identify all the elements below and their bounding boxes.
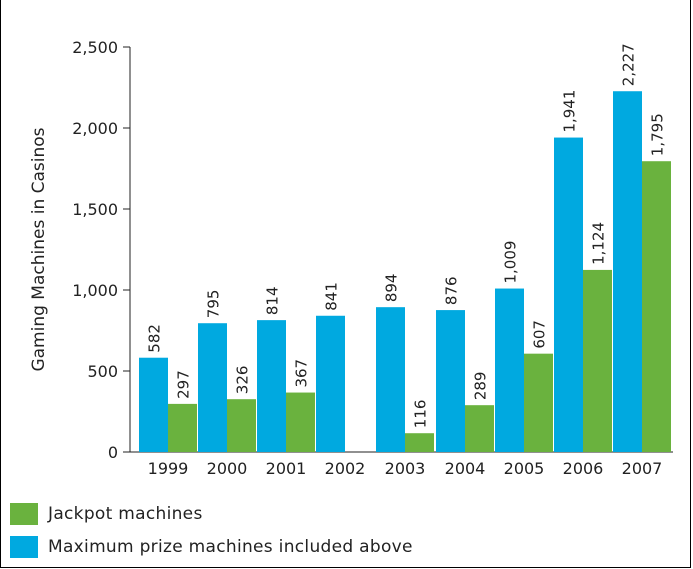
data-label-jackpot: 607: [531, 320, 549, 349]
bar-maximum-prize: [257, 320, 286, 452]
x-tick-label: 2005: [504, 459, 545, 478]
y-tick-label: 0: [108, 443, 118, 462]
bar-maximum-prize: [198, 323, 227, 452]
bar-maximum-prize: [436, 310, 465, 452]
data-label-jackpot: 289: [472, 372, 490, 401]
legend-swatch-maximum-prize: [10, 536, 38, 558]
bar-maximum-prize: [139, 357, 168, 452]
data-label-maximum-prize: 876: [443, 276, 461, 305]
bar-jackpot: [405, 433, 434, 452]
x-tick-label: 2002: [325, 459, 366, 478]
data-label-maximum-prize: 894: [383, 274, 401, 303]
bar-maximum-prize: [376, 307, 405, 452]
data-label-maximum-prize: 1,941: [561, 90, 579, 133]
data-label-maximum-prize: 582: [146, 324, 164, 353]
x-tick-label: 2001: [266, 459, 307, 478]
x-tick-label: 2007: [622, 459, 663, 478]
bar-maximum-prize: [613, 91, 642, 452]
y-tick-label: 2,000: [72, 119, 118, 138]
x-tick-label: 2006: [563, 459, 604, 478]
data-label-jackpot: 326: [234, 366, 252, 395]
data-label-maximum-prize: 795: [205, 290, 223, 319]
chart-labels: 582 795 814 841 894 876 1,009 1,941 2,227 297 326 3…: [146, 43, 667, 428]
data-label-maximum-prize: 841: [323, 282, 341, 311]
data-label-jackpot: 1,795: [649, 113, 667, 156]
y-tick-label: 2,500: [72, 38, 118, 57]
data-label-jackpot: 116: [412, 400, 430, 429]
legend-swatch-jackpot: [10, 503, 38, 525]
legend-label-maximum-prize: Maximum prize machines included above: [48, 537, 413, 557]
y-tick-label: 1,000: [72, 281, 118, 300]
bar-chart: 0 500 1,000 1,500 2,000 2,500 Gaming Machines …: [29, 38, 673, 478]
data-label-jackpot: 297: [175, 370, 193, 399]
x-tick-label: 2000: [207, 459, 248, 478]
x-tick-label: 1999: [148, 459, 189, 478]
legend-item-maximum-prize: Maximum prize machines included above: [10, 536, 413, 558]
bar-jackpot: [583, 269, 612, 452]
data-label-jackpot: 1,124: [590, 222, 608, 265]
y-tick-label: 1,500: [72, 200, 118, 219]
data-label-maximum-prize: 814: [264, 286, 282, 315]
x-tick-label: 2004: [445, 459, 486, 478]
bar-jackpot: [168, 403, 197, 452]
data-label-maximum-prize: 2,227: [620, 43, 638, 86]
y-axis-label: Gaming Machines in Casinos: [29, 127, 49, 371]
bar-maximum-prize: [554, 137, 583, 453]
bar-jackpot: [465, 405, 494, 452]
y-tick-label: 500: [87, 362, 118, 381]
bar-jackpot: [227, 399, 256, 452]
bar-jackpot: [524, 353, 553, 452]
bar-maximum-prize: [495, 288, 524, 452]
chart-bars: [139, 91, 671, 453]
data-label-jackpot: 367: [293, 359, 311, 388]
legend: Jackpot machines Maximum prize machines …: [10, 503, 413, 569]
bar-jackpot: [642, 161, 671, 452]
legend-label-jackpot: Jackpot machines: [48, 504, 203, 524]
data-label-maximum-prize: 1,009: [502, 241, 520, 284]
legend-item-jackpot: Jackpot machines: [10, 503, 413, 525]
x-tick-label: 2003: [385, 459, 426, 478]
bar-maximum-prize: [316, 315, 345, 452]
bar-jackpot: [286, 392, 315, 452]
